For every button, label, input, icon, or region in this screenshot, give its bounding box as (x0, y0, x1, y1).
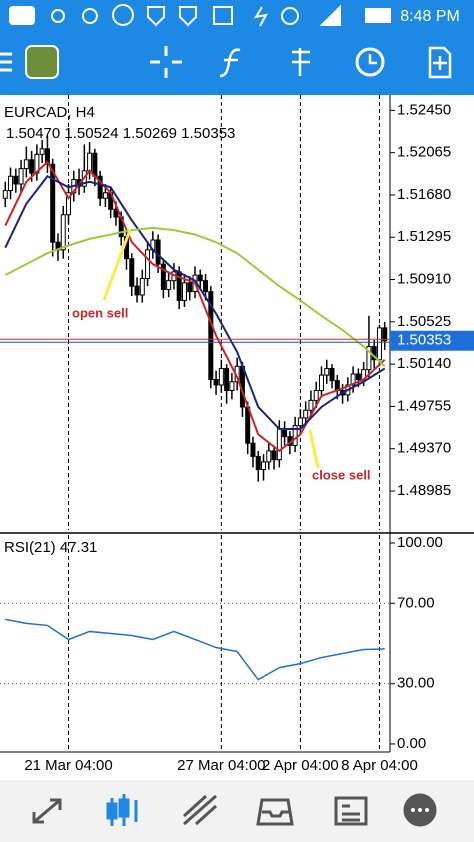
candle-body (155, 239, 161, 265)
candle-body (44, 148, 50, 165)
candle-body (224, 368, 230, 391)
candle-body (261, 461, 267, 471)
candle-body (208, 291, 214, 381)
candle-body (139, 277, 145, 296)
rsi-title: RSI(21) 47.31 (4, 539, 97, 556)
bottom-nav (0, 780, 474, 842)
y-tick-label: 30.00 (397, 675, 435, 692)
candle-body (97, 175, 103, 199)
status-time: 8:48 PM (400, 8, 460, 25)
candle-body (329, 368, 335, 382)
candle-body (166, 280, 172, 290)
candle-body (250, 442, 256, 457)
candle-body (23, 159, 29, 170)
price-tag (390, 330, 474, 351)
candle-body (39, 148, 45, 155)
x-tick-label: 8 Apr 04:00 (341, 757, 418, 774)
candle-body (60, 214, 66, 251)
symbol-label: EURCAD, H4 (4, 104, 95, 121)
y-tick-label: 1.50910 (397, 271, 451, 288)
x-tick-label: 2 Apr 04:00 (262, 757, 339, 774)
candle-body (266, 450, 272, 463)
candle-body (134, 285, 140, 296)
y-tick-label: 100.00 (397, 534, 443, 551)
x-tick-label: 27 Mar 04:00 (177, 757, 265, 774)
y-tick-label: 1.52065 (397, 144, 451, 161)
candle-body (29, 159, 35, 174)
candle-body (92, 152, 98, 177)
annotation: open sell (72, 305, 128, 320)
candle-body (297, 417, 303, 427)
x-tick-label: 21 Mar 04:00 (24, 757, 112, 774)
candle-body (318, 374, 324, 391)
candle-body (145, 249, 151, 279)
y-tick-label: 1.50525 (397, 313, 451, 330)
candle-body (313, 389, 319, 401)
candle-body (366, 346, 372, 371)
candle-body (213, 379, 219, 386)
bottom-nav-icons[interactable] (32, 793, 437, 827)
candle-body (308, 399, 314, 411)
candle-body (181, 282, 187, 301)
y-tick-label: 1.49370 (397, 440, 451, 457)
candle-body (129, 258, 135, 287)
y-tick-label: 1.51295 (397, 228, 451, 245)
y-tick-label: 1.51680 (397, 186, 451, 203)
y-tick-label: 70.00 (397, 594, 435, 611)
candle-body (18, 168, 24, 185)
ohlc-info: 1.50470 1.50524 1.50269 1.50353 (6, 125, 235, 142)
candle-body (376, 327, 382, 361)
candle-body (371, 346, 377, 361)
candle-body (218, 368, 224, 386)
candle-body (187, 282, 193, 293)
candle-body (276, 428, 282, 461)
y-tick-label: 0.00 (397, 735, 426, 752)
candle-body (255, 455, 261, 471)
candle-body (229, 381, 235, 391)
candle-body (197, 274, 203, 282)
candle-body (292, 425, 298, 446)
candle-body (271, 450, 277, 461)
candle-body (2, 190, 8, 199)
candle-body (282, 428, 288, 438)
candle-body (102, 192, 108, 199)
candle-body (87, 152, 93, 172)
candle-body (303, 409, 309, 419)
app-bar (0, 0, 474, 95)
candle-body (203, 280, 209, 293)
annotation-arrow (308, 429, 320, 469)
rsi-line (5, 618, 385, 681)
candle-body (350, 373, 356, 386)
y-tick-label: 1.50140 (397, 355, 451, 372)
toolbar[interactable] (0, 45, 452, 79)
moving-average (4, 226, 386, 368)
y-tick-label: 1.49755 (397, 397, 451, 414)
candle-body (8, 175, 14, 192)
candle-body (66, 192, 72, 216)
candle-body (113, 208, 119, 218)
moving-average (4, 160, 386, 453)
price-tag-label: 1.50353 (397, 332, 451, 349)
annotation-arrow (102, 229, 132, 301)
annotation: close sell (312, 467, 371, 482)
candle-body (324, 368, 330, 376)
status-icons (9, 4, 391, 27)
candle-body (160, 263, 166, 290)
candle-body (382, 327, 388, 342)
candle-body (13, 175, 19, 185)
y-tick-label: 1.52450 (397, 101, 451, 118)
y-tick-label: 1.48985 (397, 482, 451, 499)
moving-average (4, 175, 386, 430)
candle-body (355, 373, 361, 381)
candle-body (50, 163, 56, 243)
